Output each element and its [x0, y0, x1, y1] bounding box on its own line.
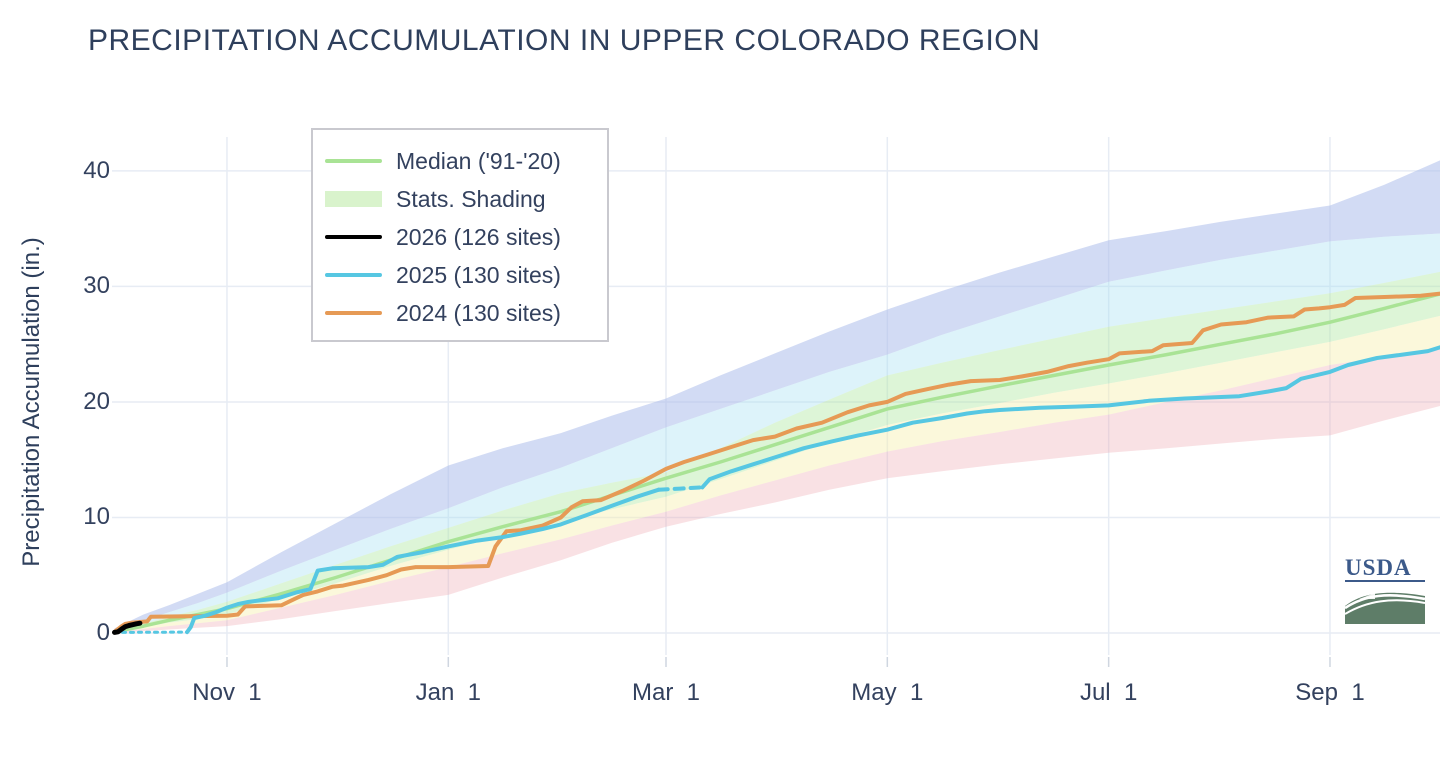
usda-logo: USDA: [1344, 556, 1426, 629]
usda-logo-text: USDA: [1345, 556, 1425, 582]
usda-field-icon: [1344, 592, 1426, 624]
x-tick-label: Sep 1: [1295, 679, 1365, 706]
series-line-2026-126-sites-: [112, 620, 143, 635]
series-line-2025-130-sites-: [656, 485, 705, 492]
stats-shading-70-to-90: [114, 233, 1440, 631]
legend-row[interactable]: 2025 (130 sites): [325, 256, 607, 294]
page-title: PRECIPITATION ACCUMULATION IN UPPER COLO…: [88, 24, 1041, 57]
x-tick-label: May 1: [851, 679, 924, 706]
legend-row[interactable]: Stats. Shading: [325, 180, 607, 218]
x-tick-label: Jul 1: [1079, 679, 1138, 706]
y-tick-label: 30: [83, 272, 110, 300]
legend-label: Median ('91-'20): [396, 147, 561, 174]
legend-fill-swatch: [325, 191, 382, 207]
series-line-2025-130-sites-: [700, 345, 1440, 490]
legend-row[interactable]: 2026 (126 sites): [325, 218, 607, 256]
stats-shading-10-to-30: [114, 315, 1440, 633]
legend-label: 2024 (130 sites): [396, 299, 561, 326]
y-tick-label: 0: [96, 619, 110, 646]
legend-row[interactable]: Median ('91-'20): [325, 142, 607, 180]
x-tick-label: Nov 1: [192, 679, 262, 706]
x-tick-label: Jan 1: [415, 679, 481, 706]
y-tick-label: 20: [83, 387, 110, 415]
legend-row[interactable]: 2024 (130 sites): [325, 294, 607, 332]
legend-line-swatch: [325, 159, 382, 163]
legend-label: 2026 (126 sites): [396, 223, 561, 250]
legend-line-swatch: [325, 273, 382, 277]
x-tick-label: Mar 1: [631, 679, 701, 706]
series-line-2024-130-sites-: [112, 291, 1440, 634]
legend-line-swatch: [325, 311, 382, 315]
series-line-2025-130-sites-: [185, 487, 661, 635]
stats-shading-90-to-max: [114, 160, 1440, 630]
y-tick-label: 40: [83, 156, 110, 184]
stats-shading-min-to-10: [114, 349, 1440, 633]
legend: Median ('91-'20) Stats. Shading 2026 (126 …: [311, 128, 609, 342]
y-tick-label: 10: [83, 503, 110, 531]
legend-label: 2025 (130 sites): [396, 261, 561, 288]
legend-line-swatch: [325, 235, 382, 239]
legend-label: Stats. Shading: [396, 185, 546, 212]
